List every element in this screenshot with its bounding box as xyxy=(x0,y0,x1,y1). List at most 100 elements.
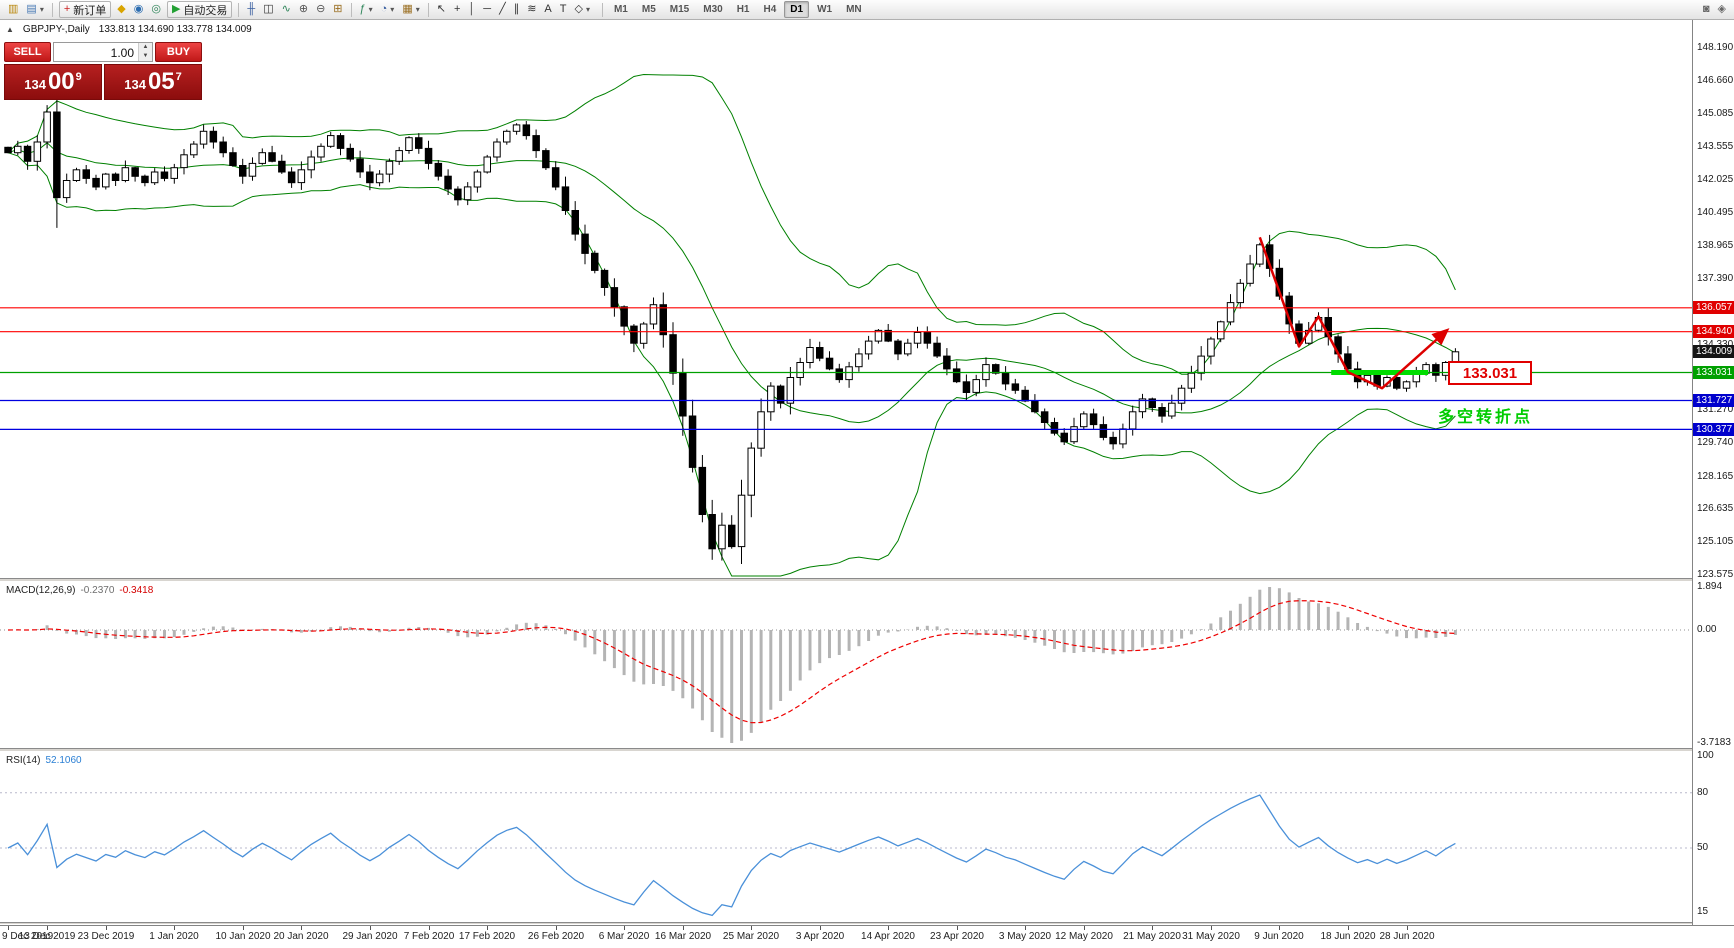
volume-spinner[interactable]: ▲ ▼ xyxy=(138,43,152,61)
spinner-up-icon[interactable]: ▲ xyxy=(139,43,152,52)
channel-icon[interactable]: ∥ xyxy=(510,1,524,18)
time-axis-tick xyxy=(487,926,488,930)
time-axis-label: 23 Dec 2019 xyxy=(77,931,135,942)
timeframe-h4-button[interactable]: H4 xyxy=(763,4,777,15)
timeframe-w1-button[interactable]: W1 xyxy=(817,4,833,15)
toolbar-separator xyxy=(427,2,429,17)
price-axis-label: 128.165 xyxy=(1697,470,1734,482)
main-chart-panel[interactable]: ▲ GBPJPY-,Daily 133.813 134.690 133.778 … xyxy=(0,20,1692,578)
label-icon[interactable]: T xyxy=(556,1,571,18)
time-axis-tick xyxy=(751,926,752,930)
chevron-down-icon: ▾ xyxy=(368,5,373,14)
search-icon: ◈ xyxy=(1717,3,1726,15)
timeframe-m15-button[interactable]: M15 xyxy=(669,4,690,15)
navigator-icon[interactable]: ◎ xyxy=(147,1,165,18)
line-chart-icon: ∿ xyxy=(281,3,291,15)
zoom-out-icon[interactable]: ⊖ xyxy=(312,1,329,18)
timeframe-m1-button[interactable]: M1 xyxy=(613,4,628,15)
volume-value[interactable]: 1.00 xyxy=(110,46,134,60)
time-axis-tick xyxy=(47,926,48,930)
chart-symbol-icon: ▲ xyxy=(6,25,14,34)
crosshair-icon[interactable]: + xyxy=(450,1,464,18)
trendline-icon[interactable]: ╱ xyxy=(495,1,510,18)
time-axis-label: 7 Feb 2020 xyxy=(403,931,455,942)
toolbar-main-group: ▥ ▤ ▾ + 新订单 ◆ ◉ ◎ ▶ 自动交易 ╫ ◫ ∿ ⊕ ⊖ ⊞ ƒ ▾ ◔ ▾ ▦ ▾ ↖ + │ ─ ╱ ∥ ≋ A T ◇ ▾ xyxy=(4,0,594,19)
spinner-down-icon[interactable]: ▼ xyxy=(139,52,152,61)
rsi-canvas[interactable] xyxy=(0,752,1692,922)
time-axis-label: 17 Feb 2020 xyxy=(458,931,516,942)
toolbar-separator xyxy=(601,2,603,17)
text-icon: A xyxy=(544,3,552,15)
macd-canvas[interactable] xyxy=(0,582,1692,748)
channel-icon: ∥ xyxy=(513,3,520,15)
price-axis[interactable]: 148.190 146.660 145.085 143.555 142.025 140.4… xyxy=(1692,20,1734,925)
panel-splitter[interactable] xyxy=(0,578,1734,582)
cursor-icon[interactable]: ↖ xyxy=(433,1,450,18)
fibonacci-icon: ≋ xyxy=(527,3,537,15)
autotrading-glyph: ▶ xyxy=(171,3,181,15)
toolbar-right-group: ◙ ◈ xyxy=(1699,0,1730,19)
time-axis-tick xyxy=(301,926,302,930)
macd-axis-label: 0.00 xyxy=(1697,623,1717,635)
time-axis-tick xyxy=(243,926,244,930)
market-watch-icon[interactable]: ◉ xyxy=(130,1,148,18)
time-axis-label: 18 Jun 2020 xyxy=(1320,931,1376,942)
buy-button[interactable]: BUY xyxy=(155,42,202,62)
search-icon[interactable]: ◈ xyxy=(1714,1,1730,18)
time-axis-label: 26 Feb 2020 xyxy=(527,931,585,942)
horizontal-line-icon[interactable]: ─ xyxy=(479,1,495,18)
one-click-trading-widget: SELL 1.00 ▲ ▼ BUY 134 00 9 134 05 7 xyxy=(4,42,202,100)
periods-icon[interactable]: ◔ ▾ xyxy=(377,1,399,18)
vertical-line-icon[interactable]: │ xyxy=(464,1,479,18)
volume-stepper[interactable]: 1.00 ▲ ▼ xyxy=(53,42,153,62)
timeframe-d1-button[interactable]: D1 xyxy=(784,1,810,18)
time-axis-tick xyxy=(1152,926,1153,930)
indicators-icon[interactable]: ƒ ▾ xyxy=(356,1,377,18)
rsi-value: 52.1060 xyxy=(45,755,82,766)
zoom-in-icon[interactable]: ⊕ xyxy=(295,1,312,18)
time-axis[interactable]: 9 Dec 2019 13 Dec 2019 23 Dec 2019 1 Jan 20… xyxy=(0,925,1734,948)
time-axis-label: 13 Dec 2019 xyxy=(18,931,76,942)
macd-main-value: -0.2370 xyxy=(80,585,115,596)
time-axis-label: 3 May 2020 xyxy=(998,931,1052,942)
shapes-icon[interactable]: ◇ ▾ xyxy=(570,1,593,18)
macd-panel[interactable]: MACD(12,26,9) -0.2370 -0.3418 xyxy=(0,582,1692,748)
time-axis-label: 20 Jan 2020 xyxy=(273,931,329,942)
chart-profiles-icon[interactable]: ▤ ▾ xyxy=(22,1,47,18)
time-axis-tick xyxy=(429,926,430,930)
text-icon[interactable]: A xyxy=(540,1,555,18)
panel-splitter[interactable] xyxy=(0,922,1734,925)
camera-icon[interactable]: ◙ xyxy=(1699,1,1714,18)
price-axis-label: 131.270 xyxy=(1697,404,1734,416)
rsi-panel[interactable]: RSI(14) 52.1060 xyxy=(0,752,1692,922)
panel-splitter[interactable] xyxy=(0,748,1734,752)
new-chart-icon[interactable]: ▥ xyxy=(4,1,22,18)
candlestick-chart-icon[interactable]: ◫ xyxy=(259,1,277,18)
autotrading-button[interactable]: ▶ 自动交易 xyxy=(166,1,233,18)
timeframe-m5-button[interactable]: M5 xyxy=(641,4,656,15)
fibonacci-icon[interactable]: ≋ xyxy=(523,1,540,18)
price-marker-badge: 130.377 xyxy=(1693,422,1734,436)
support-price-callout[interactable]: 133.031 xyxy=(1448,361,1532,385)
buy-price-panel[interactable]: 134 05 7 xyxy=(104,64,202,100)
time-axis-label: 10 Jan 2020 xyxy=(215,931,271,942)
market-watch-icon: ◉ xyxy=(133,3,144,15)
candlestick-chart-canvas[interactable] xyxy=(0,20,1692,578)
timeframe-m30-button[interactable]: M30 xyxy=(703,4,723,15)
trendline-icon: ╱ xyxy=(499,3,506,15)
bar-chart-icon[interactable]: ╫ xyxy=(243,1,259,18)
templates-icon[interactable]: ▦ ▾ xyxy=(398,1,423,18)
buy-price-fraction: 7 xyxy=(175,71,182,83)
sell-price-panel[interactable]: 134 00 9 xyxy=(4,64,102,100)
metaeditor-icon[interactable]: ◆ xyxy=(113,1,129,18)
line-chart-icon[interactable]: ∿ xyxy=(278,1,295,18)
timeframe-mn-button[interactable]: MN xyxy=(846,4,862,15)
new-order-button[interactable]: + 新订单 xyxy=(58,1,112,18)
sell-price-fraction: 9 xyxy=(75,71,82,83)
vertical-line-icon: │ xyxy=(468,3,476,15)
tile-windows-icon[interactable]: ⊞ xyxy=(329,1,346,18)
turning-point-annotation[interactable]: 多空转折点 xyxy=(1438,409,1534,426)
sell-button[interactable]: SELL xyxy=(4,42,51,62)
chevron-down-icon: ▾ xyxy=(585,5,590,14)
timeframe-h1-button[interactable]: H1 xyxy=(736,4,750,15)
